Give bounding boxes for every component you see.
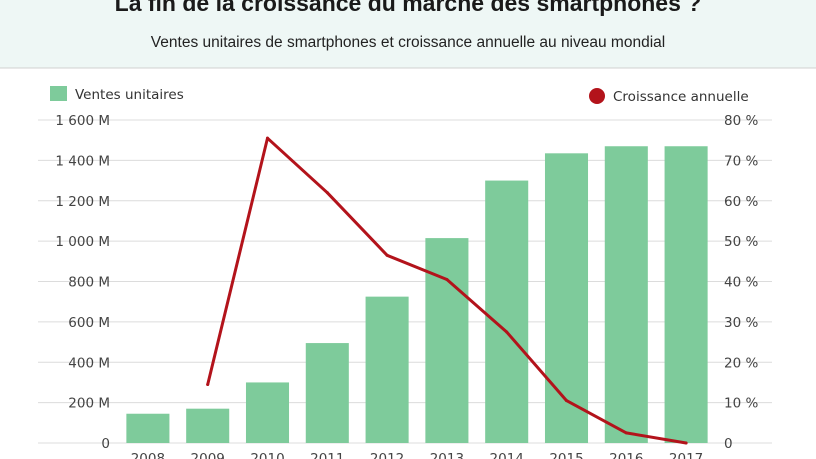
left-axis-tick-label: 600 M xyxy=(68,315,110,331)
header-background xyxy=(0,0,816,68)
left-axis-ticks: 0 200 M 400 M 600 M 800 M 1 000 M 1 200 M 1 400… xyxy=(55,113,110,452)
growth-point xyxy=(206,382,210,386)
right-axis-tick-label: 10 % xyxy=(724,396,758,412)
legend-sales-swatch xyxy=(50,86,67,101)
x-axis-tick-label: 2010 xyxy=(250,451,284,459)
left-axis-tick-label: 400 M xyxy=(68,355,110,371)
left-axis-tick-label: 1 200 M xyxy=(55,194,110,210)
x-axis-tick-label: 2016 xyxy=(609,451,643,459)
right-axis-tick-label: 0 xyxy=(724,436,733,452)
bar-2017 xyxy=(664,146,708,443)
bar-2011 xyxy=(305,343,349,443)
chart-title: La fin de la croissance du marché des sm… xyxy=(115,0,702,16)
right-axis-tick-label: 60 % xyxy=(724,194,758,210)
right-axis-tick-label: 80 % xyxy=(724,113,758,129)
x-axis-tick-label: 2017 xyxy=(669,451,703,459)
growth-point xyxy=(385,253,389,257)
growth-point xyxy=(445,277,449,281)
bar-2013 xyxy=(425,238,469,443)
legend-growth: Croissance annuelle xyxy=(589,88,749,105)
bar-2012 xyxy=(365,296,409,443)
x-axis-tick-label: 2012 xyxy=(370,451,404,459)
legend-sales: Ventes unitaires xyxy=(50,86,184,103)
line-series xyxy=(206,136,688,445)
right-axis-tick-label: 70 % xyxy=(724,153,758,169)
bar-2009 xyxy=(186,408,230,443)
right-axis-tick-label: 30 % xyxy=(724,315,758,331)
x-axis-tick-label: 2011 xyxy=(310,451,344,459)
x-axis-tick-label: 2014 xyxy=(490,451,524,459)
left-axis-tick-label: 800 M xyxy=(68,275,110,291)
growth-point xyxy=(266,136,269,140)
growth-point xyxy=(565,399,568,403)
left-axis-tick-label: 0 xyxy=(101,436,110,452)
left-axis-tick-label: 1 400 M xyxy=(55,153,110,169)
growth-point xyxy=(325,191,329,195)
legend-sales-label: Ventes unitaires xyxy=(75,87,184,103)
right-axis-tick-label: 20 % xyxy=(724,355,758,371)
x-axis-tick-label: 2015 xyxy=(549,451,583,459)
x-axis-tick-label: 2009 xyxy=(191,451,225,459)
left-axis-tick-label: 200 M xyxy=(68,396,110,412)
x-axis-ticks: 2008 2009 2010 2011 2012 2013 2014 2015 2016 2017 xyxy=(131,451,704,459)
bar-2015 xyxy=(544,153,589,443)
right-axis-tick-label: 50 % xyxy=(724,234,758,250)
bar-2008 xyxy=(126,413,170,443)
bar-2016 xyxy=(604,146,648,443)
x-axis-tick-label: 2008 xyxy=(131,451,165,459)
bar-series xyxy=(126,146,708,443)
right-axis-tick-label: 40 % xyxy=(724,275,758,291)
chart-subtitle: Ventes unitaires de smartphones et crois… xyxy=(151,34,665,51)
bar-2014 xyxy=(485,180,529,443)
growth-point xyxy=(624,431,628,435)
x-axis-tick-label: 2013 xyxy=(430,451,464,459)
growth-point xyxy=(684,441,688,445)
right-axis-ticks: 0 10 % 20 % 30 % 40 % 50 % 60 % 70 % 80 % xyxy=(724,113,758,452)
left-axis-tick-label: 1 000 M xyxy=(55,234,110,250)
legend-growth-label: Croissance annuelle xyxy=(613,89,749,105)
legend-growth-swatch xyxy=(589,88,605,104)
growth-point xyxy=(505,330,509,334)
bar-2010 xyxy=(245,382,290,443)
left-axis-tick-label: 1 600 M xyxy=(55,113,110,129)
